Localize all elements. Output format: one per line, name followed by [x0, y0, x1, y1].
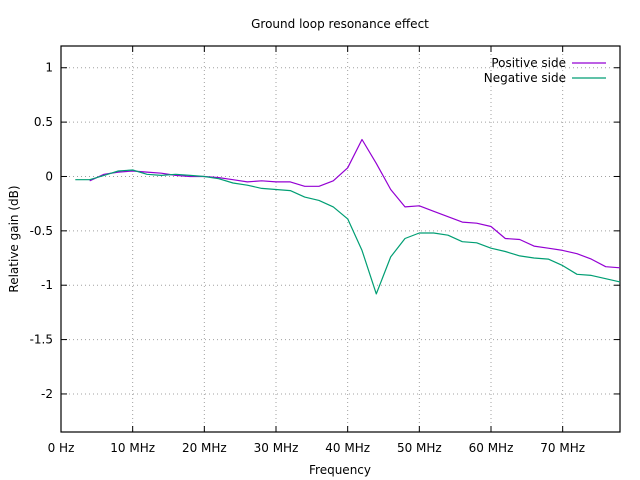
- legend-label-negative-side: Negative side: [484, 71, 566, 85]
- chart-title: Ground loop resonance effect: [251, 17, 429, 31]
- grid-lines: [61, 46, 620, 432]
- series-lines: [75, 138, 621, 295]
- y-tick-label: 0: [45, 169, 53, 183]
- y-tick-label: -0.5: [30, 224, 53, 238]
- x-tick-label: 50 MHz: [397, 441, 442, 455]
- x-axis-label: Frequency: [309, 463, 371, 477]
- y-tick-label: -1.5: [30, 333, 53, 347]
- x-tick-label: 40 MHz: [325, 441, 370, 455]
- x-tick-label: 10 MHz: [110, 441, 155, 455]
- x-tick-label: 70 MHz: [540, 441, 585, 455]
- y-tick-label: -2: [41, 387, 53, 401]
- y-tick-label: 0.5: [34, 115, 53, 129]
- y-axis-label: Relative gain (dB): [7, 185, 21, 292]
- series-line-negative-side: [75, 169, 621, 295]
- y-tick-label: 1: [45, 61, 53, 75]
- x-tick-label: 30 MHz: [254, 441, 299, 455]
- x-tick-label: 20 MHz: [182, 441, 227, 455]
- legend-label-positive-side: Positive side: [491, 56, 566, 70]
- plot-frame: [60, 45, 621, 433]
- x-tick-label: 60 MHz: [469, 441, 514, 455]
- x-tick-label: 0 Hz: [48, 441, 75, 455]
- axis-ticks: 0 Hz 10 MHz 20 MHz 30 MHz 40 MHz 50 MHz 60 MHz…: [30, 46, 620, 455]
- y-tick-label: -1: [41, 278, 53, 292]
- series-line-positive-side: [89, 138, 621, 269]
